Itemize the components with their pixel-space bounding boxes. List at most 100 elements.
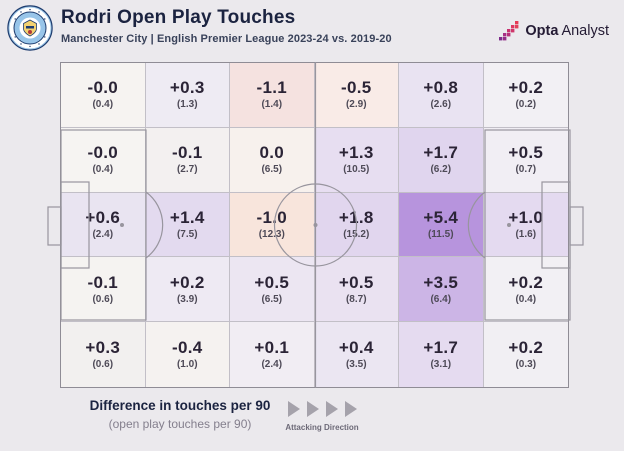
heatmap-cell: -0.1 (0.6)	[61, 257, 146, 323]
title-block: Rodri Open Play Touches Manchester City …	[61, 7, 392, 45]
heatmap-cell: +0.6 (2.4)	[61, 192, 146, 258]
cell-touches-per-90-value: (6.4)	[430, 293, 452, 305]
cell-difference-value: +1.8	[338, 207, 374, 227]
cell-difference-value: -0.0	[87, 143, 118, 163]
heatmap-cell: +3.5 (6.4)	[399, 257, 484, 323]
header: Rodri Open Play Touches Manchester City …	[0, 0, 624, 58]
heatmap-cell: -0.1 (2.7)	[145, 127, 230, 193]
brand-name-opta: Opta	[525, 23, 559, 39]
cell-touches-per-90-value: (1.6)	[515, 228, 537, 240]
cell-touches-per-90-value: (0.7)	[515, 164, 537, 176]
cell-difference-value: +0.8	[423, 78, 459, 98]
cell-difference-value: +0.3	[85, 338, 121, 358]
cell-difference-value: +0.2	[508, 78, 544, 98]
cell-touches-per-90-value: (1.0)	[176, 359, 198, 371]
cell-difference-value: -1.0	[256, 207, 287, 227]
cell-touches-per-90-value: (2.6)	[430, 99, 452, 111]
cell-touches-per-90-value: (0.3)	[515, 359, 537, 371]
heatmap-cell: +0.5 (8.7)	[314, 257, 399, 323]
cell-touches-per-90-value: (6.5)	[261, 164, 283, 176]
heatmap-cell: 0.0 (6.5)	[230, 127, 315, 193]
cell-touches-per-90-value: (0.4)	[515, 293, 537, 305]
cell-difference-value: +0.5	[254, 272, 290, 292]
heatmap-grid: -0.0 (0.4) +0.3 (1.3) -1.1 (1.4) -0.5 (2.9) +0.8…	[61, 63, 568, 387]
left-goal	[47, 205, 62, 246]
cell-difference-value: +0.6	[85, 207, 121, 227]
legend-subtitle: (open play touches per 90)	[108, 417, 252, 431]
cell-difference-value: +0.5	[338, 272, 374, 292]
cell-touches-per-90-value: (3.9)	[176, 293, 198, 305]
cell-touches-per-90-value: (0.4)	[92, 164, 114, 176]
cell-difference-value: +0.1	[254, 338, 290, 358]
manchester-city-crest-icon	[7, 5, 53, 51]
cell-touches-per-90-value: (12.3)	[258, 228, 285, 240]
cell-touches-per-90-value: (3.1)	[430, 359, 452, 371]
heatmap-cell: +1.4 (7.5)	[145, 192, 230, 258]
cell-difference-value: 0.0	[259, 143, 285, 163]
cell-difference-value: +0.4	[338, 338, 374, 358]
cell-touches-per-90-value: (1.4)	[261, 99, 283, 111]
cell-touches-per-90-value: (11.5)	[427, 228, 454, 240]
heatmap-cell: +0.3 (1.3)	[145, 63, 230, 128]
cell-touches-per-90-value: (2.4)	[261, 359, 283, 371]
cell-touches-per-90-value: (8.7)	[345, 293, 367, 305]
heatmap-cell: +1.8 (15.2)	[314, 192, 399, 258]
cell-touches-per-90-value: (6.2)	[430, 164, 452, 176]
cell-difference-value: +0.2	[508, 272, 544, 292]
brand-name: Opta Analyst	[525, 23, 609, 39]
attacking-direction-arrow-icon	[287, 401, 300, 417]
cell-difference-value: -0.1	[87, 272, 118, 292]
heatmap-cell: +5.4 (11.5)	[399, 192, 484, 258]
page-title: Rodri Open Play Touches	[61, 7, 296, 28]
legend-title: Difference in touches per 90	[89, 398, 271, 413]
cell-difference-value: +1.7	[423, 143, 459, 163]
cell-touches-per-90-value: (15.2)	[343, 228, 370, 240]
cell-difference-value: +3.5	[423, 272, 459, 292]
cell-difference-value: -0.4	[172, 338, 203, 358]
heatmap-cell: +1.7 (3.1)	[399, 322, 484, 387]
heatmap-cell: -0.4 (1.0)	[145, 322, 230, 387]
heatmap-cell: +1.3 (10.5)	[314, 127, 399, 193]
heatmap-cell: +0.5 (6.5)	[230, 257, 315, 323]
attacking-direction-arrow-icon	[325, 401, 338, 417]
attacking-direction-arrow-icon	[344, 401, 357, 417]
opta-pixel-bars-icon	[499, 21, 519, 41]
cell-touches-per-90-value: (0.4)	[92, 99, 114, 111]
heatmap-cell: +0.2 (0.3)	[483, 322, 568, 387]
heatmap-cell: +0.1 (2.4)	[230, 322, 315, 387]
attacking-direction-label: Attacking Direction	[285, 423, 359, 432]
cell-difference-value: +0.2	[169, 272, 205, 292]
cell-difference-value: +0.2	[508, 338, 544, 358]
heatmap-cell: -1.1 (1.4)	[230, 63, 315, 128]
cell-touches-per-90-value: (2.7)	[176, 164, 198, 176]
opta-analyst-logo: Opta Analyst	[499, 21, 609, 41]
heatmap-cell: +0.2 (0.2)	[483, 63, 568, 128]
cell-difference-value: -0.1	[172, 143, 203, 163]
cell-touches-per-90-value: (3.5)	[345, 359, 367, 371]
heatmap-cell: +0.5 (0.7)	[483, 127, 568, 193]
cell-touches-per-90-value: (7.5)	[176, 228, 198, 240]
heatmap-cell: +1.7 (6.2)	[399, 127, 484, 193]
cell-difference-value: -0.5	[341, 78, 372, 98]
cell-touches-per-90-value: (2.9)	[345, 99, 367, 111]
cell-touches-per-90-value: (6.5)	[261, 293, 283, 305]
cell-difference-value: +1.0	[508, 207, 544, 227]
cell-difference-value: +0.3	[169, 78, 205, 98]
cell-difference-value: +1.7	[423, 338, 459, 358]
cell-touches-per-90-value: (2.4)	[92, 228, 114, 240]
cell-touches-per-90-value: (1.3)	[176, 99, 198, 111]
cell-difference-value: +1.3	[338, 143, 374, 163]
pitch-heatmap: -0.0 (0.4) +0.3 (1.3) -1.1 (1.4) -0.5 (2.9) +0.8…	[47, 61, 584, 388]
brand-name-analyst: Analyst	[561, 23, 609, 39]
attacking-direction-arrows	[276, 401, 368, 417]
heatmap-cell: +0.4 (3.5)	[314, 322, 399, 387]
heatmap-cell: -0.0 (0.4)	[61, 63, 146, 128]
heatmap-cell: -0.5 (2.9)	[314, 63, 399, 128]
heatmap-cell: +0.3 (0.6)	[61, 322, 146, 387]
heatmap-cell: +1.0 (1.6)	[483, 192, 568, 258]
heatmap-cell: +0.2 (0.4)	[483, 257, 568, 323]
cell-difference-value: +5.4	[423, 207, 459, 227]
heatmap-cell: +0.8 (2.6)	[399, 63, 484, 128]
cell-difference-value: -1.1	[256, 78, 287, 98]
